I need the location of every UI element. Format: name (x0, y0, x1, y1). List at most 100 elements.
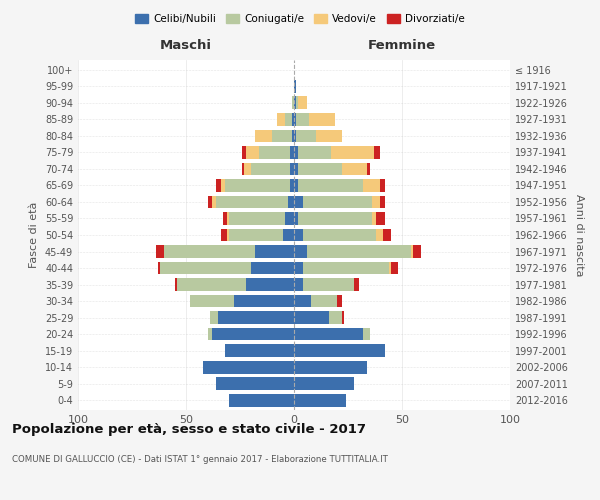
Bar (355, 278, 359, 291)
Bar (251, 262, 294, 274)
Text: Popolazione per età, sesso e stato civile - 2017: Popolazione per età, sesso e stato civil… (12, 422, 366, 436)
Bar (391, 262, 398, 274)
Bar (294, 311, 329, 324)
Bar (175, 278, 178, 291)
Bar (389, 262, 391, 274)
Bar (294, 262, 302, 274)
Bar (294, 228, 302, 241)
Bar (294, 360, 367, 374)
Y-axis label: Anni di nascita: Anni di nascita (574, 194, 584, 276)
Bar (294, 212, 298, 225)
Bar (212, 328, 294, 340)
Bar (229, 394, 294, 406)
Bar (190, 294, 233, 308)
Bar (178, 278, 247, 291)
Y-axis label: Fasce di età: Fasce di età (29, 202, 39, 268)
Bar (242, 146, 247, 159)
Bar (290, 179, 294, 192)
Bar (251, 162, 290, 175)
Bar (363, 179, 380, 192)
Bar (255, 245, 294, 258)
Bar (376, 212, 385, 225)
Bar (374, 146, 380, 159)
Bar (227, 212, 229, 225)
Bar (203, 360, 294, 374)
Bar (307, 245, 410, 258)
Text: Femmine: Femmine (368, 38, 436, 52)
Bar (294, 130, 296, 142)
Bar (294, 96, 296, 110)
Bar (216, 196, 287, 208)
Bar (290, 162, 294, 175)
Bar (367, 162, 370, 175)
Bar (380, 196, 385, 208)
Bar (216, 377, 294, 390)
Bar (229, 228, 283, 241)
Bar (316, 130, 341, 142)
Bar (294, 294, 311, 308)
Bar (294, 162, 298, 175)
Bar (302, 228, 376, 241)
Bar (290, 146, 294, 159)
Bar (294, 245, 307, 258)
Bar (277, 113, 286, 126)
Bar (372, 212, 376, 225)
Bar (298, 212, 372, 225)
Bar (311, 294, 337, 308)
Bar (292, 96, 294, 110)
Bar (292, 113, 294, 126)
Bar (218, 311, 294, 324)
Bar (255, 130, 272, 142)
Bar (331, 146, 374, 159)
Bar (160, 262, 251, 274)
Bar (242, 162, 244, 175)
Bar (329, 311, 341, 324)
Bar (298, 96, 307, 110)
Bar (302, 262, 389, 274)
Bar (298, 179, 363, 192)
Bar (413, 245, 421, 258)
Bar (247, 278, 294, 291)
Bar (309, 113, 335, 126)
Bar (302, 278, 355, 291)
Bar (158, 262, 160, 274)
Text: COMUNE DI GALLUCCIO (CE) - Dati ISTAT 1° gennaio 2017 - Elaborazione TUTTITALIA.: COMUNE DI GALLUCCIO (CE) - Dati ISTAT 1°… (12, 455, 388, 464)
Bar (410, 245, 413, 258)
Bar (229, 212, 286, 225)
Bar (294, 179, 298, 192)
Bar (287, 196, 294, 208)
Bar (272, 130, 292, 142)
Bar (286, 113, 292, 126)
Bar (294, 377, 355, 390)
Legend: Celibi/Nubili, Coniugati/e, Vedovi/e, Divorziati/e: Celibi/Nubili, Coniugati/e, Vedovi/e, Di… (131, 10, 469, 29)
Bar (337, 294, 341, 308)
Bar (294, 80, 296, 93)
Bar (208, 196, 212, 208)
Bar (244, 162, 251, 175)
Bar (294, 278, 302, 291)
Bar (223, 212, 227, 225)
Bar (296, 96, 298, 110)
Bar (292, 130, 294, 142)
Bar (283, 228, 294, 241)
Bar (376, 228, 383, 241)
Bar (233, 294, 294, 308)
Bar (294, 394, 346, 406)
Bar (294, 146, 298, 159)
Bar (227, 228, 229, 241)
Bar (210, 311, 218, 324)
Bar (286, 212, 294, 225)
Bar (221, 228, 227, 241)
Bar (296, 113, 309, 126)
Bar (372, 196, 380, 208)
Bar (296, 130, 316, 142)
Bar (294, 328, 363, 340)
Bar (380, 179, 385, 192)
Bar (341, 311, 344, 324)
Bar (225, 179, 290, 192)
Bar (298, 162, 341, 175)
Bar (341, 162, 367, 175)
Bar (259, 146, 290, 159)
Bar (247, 146, 259, 159)
Bar (383, 228, 391, 241)
